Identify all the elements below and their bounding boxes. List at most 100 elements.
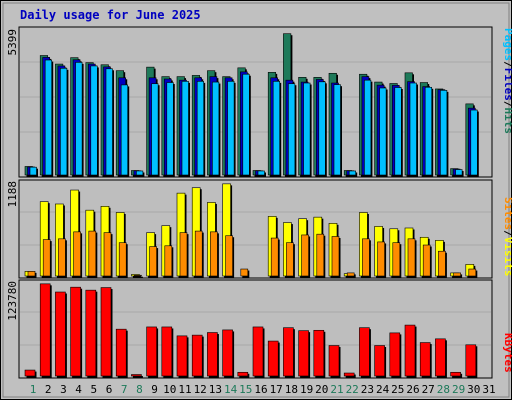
kbytes-bar [313, 329, 325, 377]
day-label: 2 [45, 383, 52, 396]
kbytes-bar [191, 334, 203, 377]
sites-bar [468, 268, 477, 277]
kbytes-bar [146, 326, 157, 377]
day-label: 16 [254, 383, 267, 396]
sites-bar [407, 238, 416, 277]
kbytes-bar [252, 326, 264, 377]
day-label: 15 [239, 383, 252, 396]
sites-bar [103, 232, 112, 277]
sites-bar [88, 230, 97, 277]
sites-bar [225, 235, 233, 277]
sites-bar [27, 271, 36, 277]
day-label: 8 [136, 383, 143, 396]
pages-bar [394, 87, 402, 176]
day-label: 4 [75, 383, 82, 396]
sites-bar [377, 241, 385, 277]
top-panel-bars [24, 33, 479, 177]
kbytes-bar [465, 344, 477, 377]
pages-bar [212, 81, 220, 176]
sites-bar [422, 244, 431, 277]
sites-bar [149, 246, 157, 277]
day-label: 19 [300, 383, 313, 396]
sites-bar [58, 238, 66, 277]
pages-bar [379, 87, 387, 176]
kbytes-bar [283, 327, 294, 377]
day-label: 11 [178, 383, 191, 396]
kbytes-bar [161, 326, 173, 377]
kbytes-bar [176, 335, 188, 377]
day-label: 10 [163, 383, 176, 396]
pages-bar [105, 68, 113, 176]
sites-bar [392, 242, 401, 277]
kbytes-bar [39, 283, 51, 377]
legend-hits: Hits [502, 108, 512, 135]
kbytes-bar [55, 291, 66, 377]
bottom-panel-bars [24, 283, 478, 378]
sites-bar [346, 272, 355, 277]
sites-bar [286, 242, 294, 277]
middle-axis-max-label: 1188 [6, 181, 19, 208]
day-label: 12 [194, 383, 207, 396]
kbytes-bar [343, 372, 355, 377]
chart-bevel [2, 2, 510, 398]
pages-bar [440, 90, 448, 176]
kbytes-bar [404, 324, 416, 377]
pages-bar [60, 68, 68, 176]
sites-bar [301, 234, 309, 277]
pages-bar [242, 73, 250, 176]
sites-bar-shadow [135, 276, 143, 278]
day-label: 1 [30, 383, 37, 396]
day-label: 20 [315, 383, 328, 396]
legend-files: Files [502, 68, 512, 101]
kbytes-bar [115, 328, 127, 377]
day-label: 29 [452, 383, 465, 396]
pages-bar [90, 65, 98, 176]
day-label: 5 [90, 383, 97, 396]
pages-bar [333, 84, 341, 176]
kbytes-bar [24, 369, 36, 377]
day-label: 25 [391, 383, 404, 396]
day-label: 28 [437, 383, 450, 396]
kbytes-bar [237, 371, 249, 377]
pages-bar [257, 170, 265, 176]
sites-bar [179, 232, 188, 277]
day-label: 30 [467, 383, 480, 396]
kbytes-bar [374, 345, 385, 377]
sites-bar [362, 238, 370, 277]
day-label: 24 [376, 383, 390, 396]
day-label: 3 [60, 383, 67, 396]
sites-bar [42, 239, 51, 277]
day-axis-labels: 1 2 3 4 5 6 7 8 9 10 11 12 13 14 15 16 17 18 19 20 21 22 23 24 2… [30, 383, 496, 396]
kbytes-bar [298, 330, 309, 377]
middle-legend: Sites/Visits [502, 197, 512, 277]
day-label: 31 [482, 383, 495, 396]
bottom-legend: KBytes [502, 333, 512, 373]
sites-bar [210, 231, 218, 277]
pages-bar [151, 83, 159, 176]
kbytes-bar [207, 332, 218, 377]
day-label: 7 [121, 383, 128, 396]
sites-bar [453, 272, 461, 277]
kbytes-bar [328, 345, 340, 377]
pages-bar [136, 170, 144, 176]
pages-bar [364, 79, 372, 176]
chart-title: Daily usage for June 2025 [20, 8, 201, 22]
pages-bar [29, 166, 37, 176]
legend-separator: / [502, 61, 512, 68]
day-label: 14 [224, 383, 238, 396]
day-label: 26 [406, 383, 419, 396]
pages-bar [272, 81, 281, 176]
pages-bar [166, 82, 174, 176]
pages-bar [409, 82, 417, 176]
legend-separator: / [502, 101, 512, 108]
pages-bar [120, 84, 128, 176]
kbytes-bar [85, 289, 97, 377]
day-label: 18 [285, 383, 298, 396]
middle-panel-bars [24, 183, 478, 278]
pages-bar [303, 82, 311, 176]
kbytes-bar [389, 332, 401, 377]
pages-bar [227, 81, 235, 176]
kbytes-bar [419, 342, 431, 377]
day-label: 21 [330, 383, 343, 396]
